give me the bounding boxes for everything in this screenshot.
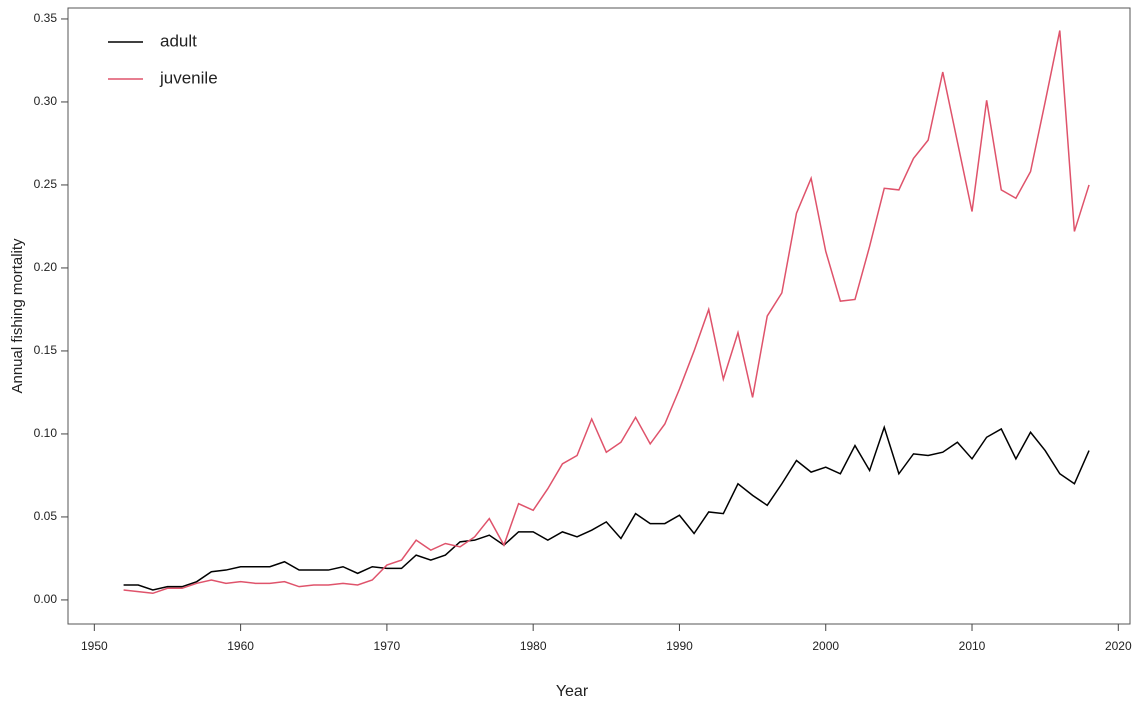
x-axis-label: Year (556, 683, 589, 700)
y-tick-label: 0.05 (34, 509, 58, 523)
x-tick-label: 1950 (81, 639, 108, 653)
legend-label: juvenile (159, 68, 218, 87)
y-tick-label: 0.00 (34, 592, 58, 606)
x-tick-label: 2010 (959, 639, 986, 653)
y-tick-label: 0.25 (34, 177, 58, 191)
y-tick-label: 0.20 (34, 260, 58, 274)
x-tick-label: 1970 (374, 639, 401, 653)
y-tick-label: 0.10 (34, 426, 58, 440)
x-tick-label: 1980 (520, 639, 547, 653)
x-tick-label: 2000 (812, 639, 839, 653)
y-tick-label: 0.30 (34, 94, 58, 108)
y-tick-label: 0.35 (34, 11, 58, 25)
series-line (123, 30, 1090, 595)
y-axis-label: Annual fishing mortality (9, 238, 26, 394)
y-tick-label: 0.15 (34, 343, 58, 357)
x-tick-label: 1960 (227, 639, 254, 653)
plot-frame (67, 7, 1131, 625)
series-line (123, 424, 1090, 591)
x-tick-label: 1990 (666, 639, 693, 653)
legend-label: adult (160, 31, 197, 50)
x-tick-label: 2020 (1105, 639, 1132, 653)
